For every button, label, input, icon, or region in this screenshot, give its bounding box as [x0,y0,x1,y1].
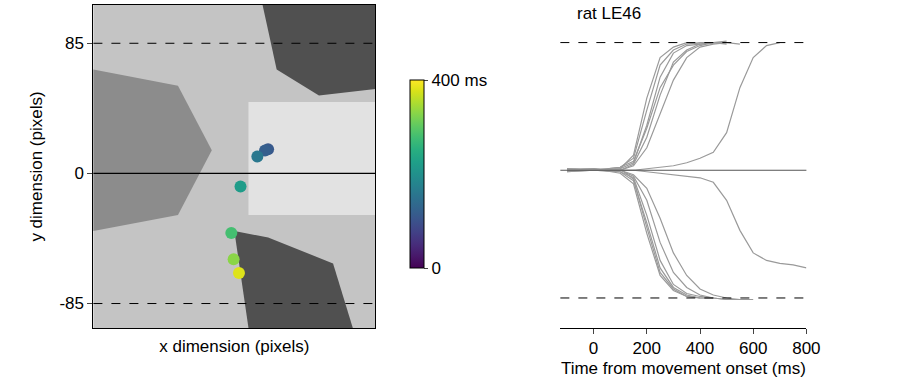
svg-text:400 ms: 400 ms [431,71,487,90]
svg-text:0: 0 [75,164,84,183]
svg-text:85: 85 [65,34,84,53]
svg-text:0: 0 [431,259,440,278]
svg-text:x dimension (pixels): x dimension (pixels) [159,337,309,356]
svg-text:600: 600 [739,339,767,358]
svg-text:-85: -85 [59,294,84,313]
svg-text:0: 0 [589,339,598,358]
svg-text:200: 200 [633,339,661,358]
svg-text:y dimension (pixels): y dimension (pixels) [27,91,46,241]
svg-text:rat LE46: rat LE46 [577,4,641,23]
svg-text:400: 400 [686,339,714,358]
svg-text:800: 800 [792,339,820,358]
svg-text:Time from movement onset (ms): Time from movement onset (ms) [561,359,806,378]
